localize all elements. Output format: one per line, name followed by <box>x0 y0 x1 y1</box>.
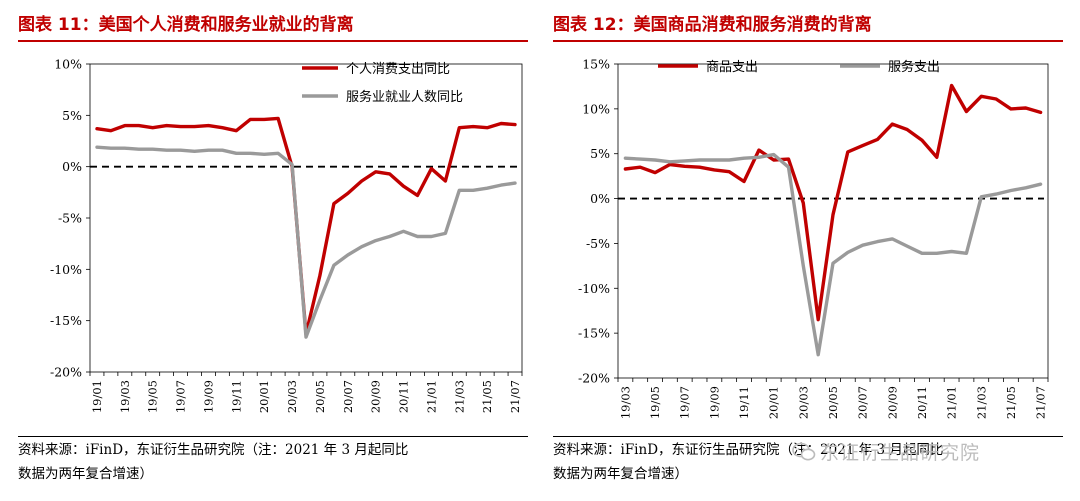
figure-11-source-line1: 资料来源：iFinD，东证衍生品研究院（注：2021 年 3 月起同比 <box>18 442 409 458</box>
figure-12-bottom-rule <box>553 436 1063 437</box>
chart-12-x-tick-label: 20/07 <box>856 386 870 419</box>
chart-12-x-tick-label: 21/03 <box>974 386 988 419</box>
chart-11-y-tick-label: -5% <box>58 211 82 226</box>
chart-12-x-tick-label: 20/05 <box>826 386 840 419</box>
chart-11-x-tick-label: 20/09 <box>369 380 383 413</box>
figure-11-title: 图表 11：美国个人消费和服务业就业的背离 <box>18 15 354 35</box>
chart-12-x-tick-label: 19/11 <box>737 386 751 419</box>
chart-12-plot-border <box>617 63 1049 379</box>
figure-11-bottom-rule <box>18 436 528 437</box>
chart-12: 15% 10% 5% 0% -5% -10% -15% -20% 19/03 19/05 19/07… <box>578 57 1049 419</box>
chart-12-y-tick-label: -5% <box>586 236 610 251</box>
chart-11-x-tick-label: 19/07 <box>174 380 188 413</box>
chart-11-x-tick-label: 20/03 <box>285 380 299 413</box>
chart-12-x-tick-label: 19/09 <box>707 386 721 419</box>
chart-12-y-tick-label: 0% <box>590 191 610 206</box>
chart-11-y-tick-label: 5% <box>62 108 82 123</box>
chart-12-y-tick-label: 15% <box>582 57 610 72</box>
chart-12-y-tick-label: -10% <box>578 281 610 296</box>
chart-11-legend-label: 个人消费支出同比 <box>346 62 450 77</box>
chart-11-x-tick-label: 20/07 <box>341 380 355 413</box>
figure-12-source: 资料来源：iFinD，东证衍生品研究院（注：2021 年 3 月起同比 数据为两… <box>553 438 943 486</box>
chart-12-x-tick-label: 20/03 <box>796 386 810 419</box>
chart-11-y-tick-label: -20% <box>50 365 82 380</box>
chart-11-x-tick-label: 20/11 <box>397 380 411 413</box>
chart-12-legend-label: 商品支出 <box>706 60 758 75</box>
figure-12-title: 图表 12：美国商品消费和服务消费的背离 <box>553 15 872 35</box>
figure-11-top-rule <box>18 40 528 42</box>
chart-12-y-tick-label: -20% <box>578 371 610 386</box>
chart-11-series-2-line <box>95 145 517 339</box>
chart-11-x-tick-label: 21/03 <box>452 380 466 413</box>
chart-11-x-tick-label: 19/03 <box>118 380 132 413</box>
chart-11-x-tick-label: 20/01 <box>257 380 271 413</box>
chart-12-legend-label: 服务支出 <box>888 59 940 75</box>
chart-11-x-tick-label: 19/01 <box>90 380 104 413</box>
chart-12-y-tick-label: 10% <box>582 101 610 116</box>
chart-11-y-tick-label: -15% <box>50 313 82 328</box>
figure-12-top-rule <box>553 40 1063 42</box>
wechat-icon <box>792 442 816 461</box>
watermark: 东证衍生品研究院 <box>792 438 980 465</box>
chart-11-legend-label: 服务业就业人数同比 <box>346 89 463 105</box>
figure-11-source-line2: 数据为两年复合增速） <box>18 466 153 482</box>
chart-12-y-tick-label: -15% <box>578 326 610 341</box>
chart-11-x-tick-label: 21/01 <box>424 380 438 413</box>
chart-11-x-tick-label: 20/05 <box>313 380 327 413</box>
chart-12-x-tick-label: 19/03 <box>618 386 632 419</box>
chart-11-x-tick-label: 21/07 <box>508 380 522 413</box>
chart-11-y-tick-label: 0% <box>62 159 82 174</box>
chart-12-x-tick-label: 21/07 <box>1034 386 1048 419</box>
chart-12-x-tick-label: 20/01 <box>767 386 781 419</box>
figure-12-source-line2: 数据为两年复合增速） <box>553 466 688 482</box>
chart-12-series-2-line <box>623 152 1043 357</box>
watermark-text: 东证衍生品研究院 <box>820 442 981 464</box>
chart-11: 10% 5% 0% -5% -10% -15% -20% 19/01 19/03 19/05 19/… <box>50 57 523 413</box>
chart-12-y-tick-label: 5% <box>590 146 610 161</box>
chart-12-x-tick-label: 19/07 <box>678 386 692 419</box>
chart-11-y-tick-label: 10% <box>54 57 82 72</box>
chart-11-x-tick-label: 19/11 <box>229 380 243 413</box>
chart-11-x-tick-label: 19/05 <box>146 380 160 413</box>
chart-11-y-tick-label: -10% <box>50 262 82 277</box>
figure-12-source-line1: 资料来源：iFinD，东证衍生品研究院（注：2021 年 3 月起同比 <box>553 442 944 458</box>
chart-11-x-tick-label: 21/05 <box>480 380 494 413</box>
chart-12-x-tick-label: 20/11 <box>915 386 929 419</box>
chart-12-x-tick-label: 21/01 <box>945 386 959 419</box>
chart-11-x-tick-label: 19/09 <box>201 380 215 413</box>
chart-12-x-tick-label: 20/09 <box>885 386 899 419</box>
chart-12-x-tick-label: 19/05 <box>648 386 662 419</box>
figure-11-source: 资料来源：iFinD，东证衍生品研究院（注：2021 年 3 月起同比 数据为两… <box>18 438 408 486</box>
chart-12-series-1-line <box>623 83 1043 322</box>
chart-12-x-tick-label: 21/05 <box>1004 386 1018 419</box>
